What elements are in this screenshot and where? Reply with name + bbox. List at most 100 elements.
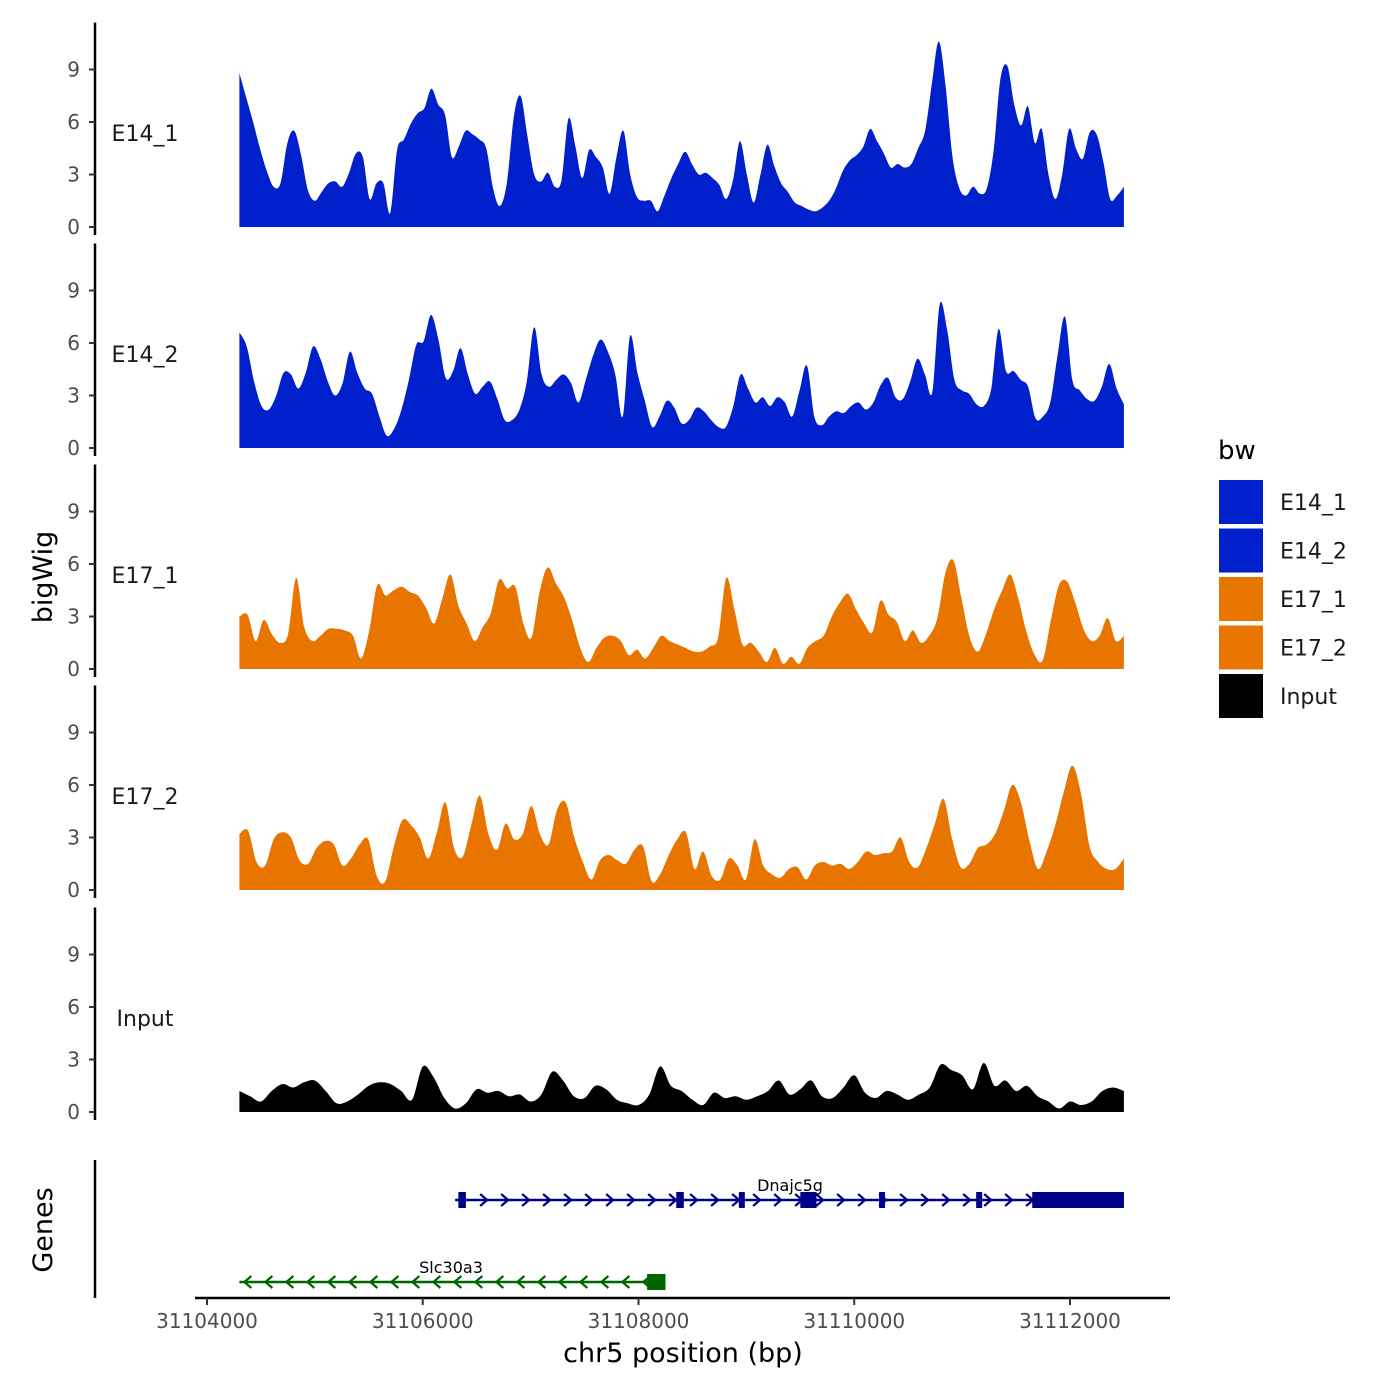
strand-arrow <box>752 1193 762 1207</box>
strand-arrow <box>710 1193 720 1207</box>
exon <box>976 1192 983 1208</box>
x-tick-label: 31104000 <box>156 1309 258 1333</box>
strand-arrow <box>962 1193 972 1207</box>
panel-e14-1: 0 3 6 9 E14_1 <box>67 22 1124 239</box>
y-tick-label: 9 <box>67 58 80 82</box>
y-tick-label: 0 <box>67 436 80 460</box>
strand-arrow <box>305 1275 316 1289</box>
coverage-area-input <box>239 1062 1124 1112</box>
strand-arrow <box>557 1275 568 1289</box>
coverage-area-e14-1 <box>239 41 1124 227</box>
panel-e17-2: 0 3 6 9 E17_2 <box>67 685 1124 902</box>
gene-track: Dnajc5g Slc30a3 <box>93 1160 1124 1298</box>
coverage-area-e14-2 <box>239 301 1124 448</box>
strand-arrow <box>389 1275 400 1289</box>
y-tick-label: 0 <box>67 657 80 681</box>
y-tick-label: 3 <box>67 163 80 187</box>
y-tick-label: 3 <box>67 384 80 408</box>
strand-arrow <box>941 1193 951 1207</box>
strand-arrow <box>899 1193 909 1207</box>
exon <box>1032 1192 1124 1208</box>
x-tick-label: 31112000 <box>1019 1309 1121 1333</box>
y-tick-label: 9 <box>67 279 80 303</box>
track-label: E17_1 <box>112 564 179 589</box>
strand-arrow <box>326 1275 337 1289</box>
x-tick-label: 31110000 <box>803 1309 905 1333</box>
strand-arrow <box>347 1275 358 1289</box>
strand-arrow <box>473 1275 484 1289</box>
gene-dnajc5g: Dnajc5g <box>455 1176 1124 1208</box>
strand-arrow <box>479 1193 489 1207</box>
x-tick-label: 31106000 <box>372 1309 474 1333</box>
exon <box>738 1192 745 1208</box>
y-tick-label: 6 <box>67 331 80 355</box>
y-tick-label: 0 <box>67 1100 80 1124</box>
strand-arrow <box>584 1193 594 1207</box>
y-tick-label: 9 <box>67 943 80 967</box>
strand-arrow <box>284 1275 295 1289</box>
exon <box>879 1192 886 1208</box>
x-axis: 31104000 31106000 31108000 31110000 31112000 <box>156 1296 1170 1333</box>
legend-label: E14_1 <box>1280 491 1347 516</box>
coverage-area-e17-1 <box>239 559 1124 669</box>
legend-key-e14-2 <box>1219 528 1263 573</box>
strand-arrow <box>431 1275 442 1289</box>
gene-label: Dnajc5g <box>757 1176 823 1195</box>
exon <box>800 1192 817 1208</box>
y-tick-label: 6 <box>67 773 80 797</box>
strand-arrow <box>410 1275 421 1289</box>
track-label: Input <box>117 1007 174 1032</box>
coverage-area-e17-2 <box>239 765 1124 890</box>
strand-arrow <box>515 1275 526 1289</box>
strand-arrow <box>605 1193 615 1207</box>
legend-label: E17_2 <box>1280 637 1347 662</box>
y-tick-label: 0 <box>67 878 80 902</box>
gene-slc30a3: Slc30a3 <box>239 1258 666 1290</box>
strand-arrow <box>647 1193 657 1207</box>
strand-arrow <box>668 1193 678 1207</box>
legend-label: E17_1 <box>1280 588 1347 613</box>
y-tick-label: 6 <box>67 995 80 1019</box>
strand-arrow <box>578 1275 589 1289</box>
y-tick-label: 6 <box>67 552 80 576</box>
y-tick-label: 3 <box>67 826 80 850</box>
strand-arrow <box>542 1193 552 1207</box>
track-label: E14_1 <box>112 122 179 147</box>
strand-arrow <box>368 1275 379 1289</box>
strand-arrow <box>815 1193 825 1207</box>
strand-arrow <box>920 1193 930 1207</box>
strand-arrow <box>242 1275 253 1289</box>
strand-arrow <box>452 1275 463 1289</box>
strand-arrow <box>599 1275 610 1289</box>
strand-arrow <box>620 1275 631 1289</box>
exon <box>647 1274 666 1290</box>
legend-key-e17-1 <box>1219 577 1263 621</box>
y-tick-label: 3 <box>67 1048 80 1072</box>
strand-arrow <box>263 1275 274 1289</box>
strand-arrow <box>1004 1193 1014 1207</box>
legend: bw E14_1 E14_2 E17_1 E17_2 Input <box>1218 436 1347 718</box>
legend-key-input <box>1219 674 1263 718</box>
track-label: E17_2 <box>112 785 179 810</box>
strand-arrow <box>626 1193 636 1207</box>
y-tick-label: 9 <box>67 500 80 524</box>
y-tick-label: 6 <box>67 110 80 134</box>
coverage-tracks: 0 3 6 9 E14_1 0 3 6 9 E14_2 0 3 6 9 E17_1 0 3 6 9 E17_2 0 3 6 9… <box>67 22 1124 1124</box>
y-tick-label: 3 <box>67 605 80 629</box>
strand-arrow <box>500 1193 510 1207</box>
panel-e14-2: 0 3 6 9 E14_2 <box>67 243 1124 460</box>
strand-arrow <box>521 1193 531 1207</box>
y-axis-title: bigWig <box>28 531 59 624</box>
exon <box>458 1192 466 1208</box>
gene-label: Slc30a3 <box>419 1258 483 1277</box>
legend-label: E14_2 <box>1280 540 1347 565</box>
x-axis-title: chr5 position (bp) <box>563 1338 803 1369</box>
legend-key-e17-2 <box>1219 625 1263 670</box>
strand-arrow <box>536 1275 547 1289</box>
strand-arrow <box>689 1193 699 1207</box>
gene-track-title: Genes <box>28 1187 59 1272</box>
strand-arrow <box>857 1193 867 1207</box>
exon <box>676 1192 684 1208</box>
y-tick-label: 9 <box>67 721 80 745</box>
legend-label: Input <box>1280 685 1337 710</box>
